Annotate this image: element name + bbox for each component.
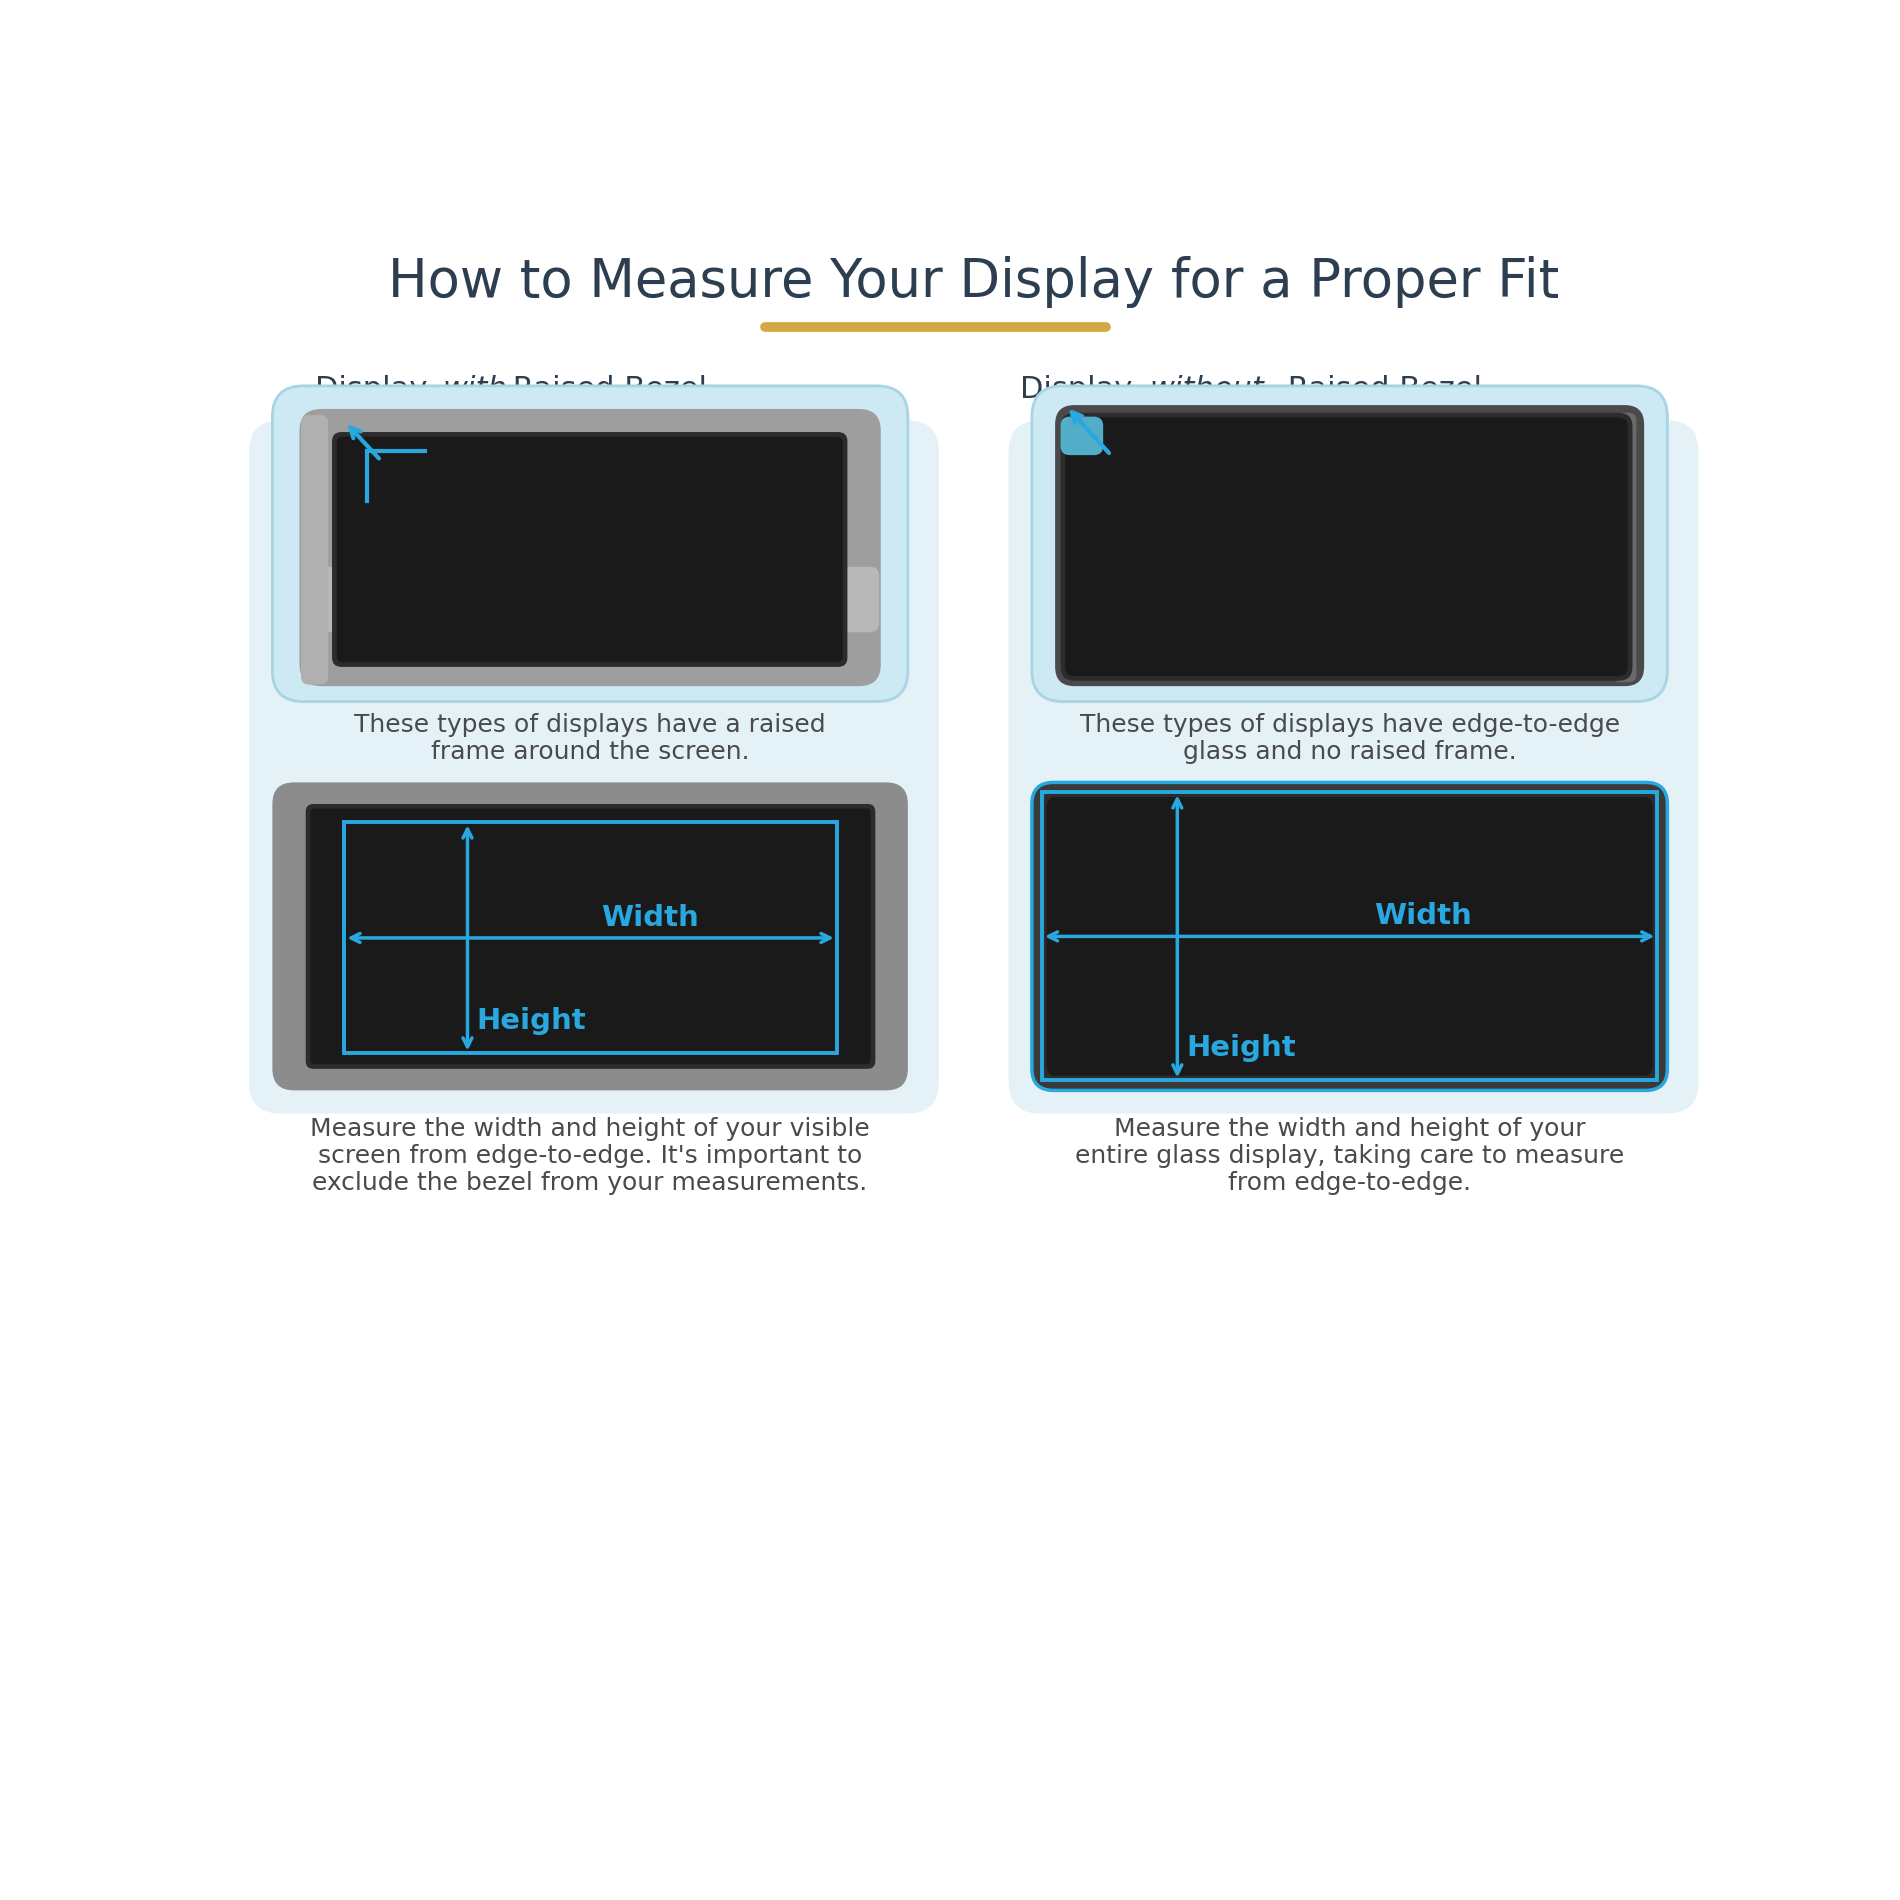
FancyBboxPatch shape [272,783,908,1091]
FancyBboxPatch shape [1060,416,1104,456]
FancyBboxPatch shape [1054,405,1644,686]
Text: These types of displays have edge-to-edge: These types of displays have edge-to-edg… [1079,712,1619,737]
Text: Raised Bezel: Raised Bezel [502,374,707,405]
Text: Display: Display [1020,374,1142,405]
FancyBboxPatch shape [306,804,876,1070]
FancyBboxPatch shape [332,431,847,667]
FancyBboxPatch shape [1066,418,1628,676]
Text: Width: Width [1374,902,1473,931]
FancyBboxPatch shape [300,414,329,684]
Bar [344,823,836,1053]
FancyBboxPatch shape [1009,420,1699,1113]
Text: How to Measure Your Display for a Proper Fit: How to Measure Your Display for a Proper… [388,256,1560,308]
FancyBboxPatch shape [310,809,870,1064]
Text: with: with [443,374,507,405]
FancyBboxPatch shape [1032,386,1668,701]
Text: Height: Height [1188,1034,1296,1062]
Text: Raised Bezel: Raised Bezel [1277,374,1482,405]
Text: These types of displays have a raised: These types of displays have a raised [353,712,826,737]
FancyBboxPatch shape [1032,783,1668,1091]
Text: frame around the screen.: frame around the screen. [431,739,749,764]
Text: Measure the width and height of your visible: Measure the width and height of your vis… [310,1117,870,1140]
Text: entire glass display, taking care to measure: entire glass display, taking care to mea… [1075,1144,1624,1168]
FancyBboxPatch shape [336,437,844,663]
FancyBboxPatch shape [1047,796,1653,1075]
FancyBboxPatch shape [249,420,939,1113]
Text: Measure the width and height of your: Measure the width and height of your [1113,1117,1585,1140]
Text: screen from edge-to-edge. It's important to: screen from edge-to-edge. It's important… [317,1144,863,1168]
FancyBboxPatch shape [300,566,880,633]
FancyBboxPatch shape [1060,412,1632,680]
Text: exclude the bezel from your measurements.: exclude the bezel from your measurements… [312,1170,868,1195]
FancyBboxPatch shape [300,408,882,686]
Text: glass and no raised frame.: glass and no raised frame. [1182,739,1516,764]
Text: Display: Display [315,374,437,405]
Text: from edge-to-edge.: from edge-to-edge. [1227,1170,1471,1195]
FancyBboxPatch shape [1613,412,1636,682]
FancyBboxPatch shape [272,386,908,701]
Bar [1041,792,1657,1081]
Text: Height: Height [477,1007,587,1036]
Text: without: without [1150,374,1265,405]
Text: Width: Width [600,904,699,931]
FancyBboxPatch shape [1041,792,1657,1081]
